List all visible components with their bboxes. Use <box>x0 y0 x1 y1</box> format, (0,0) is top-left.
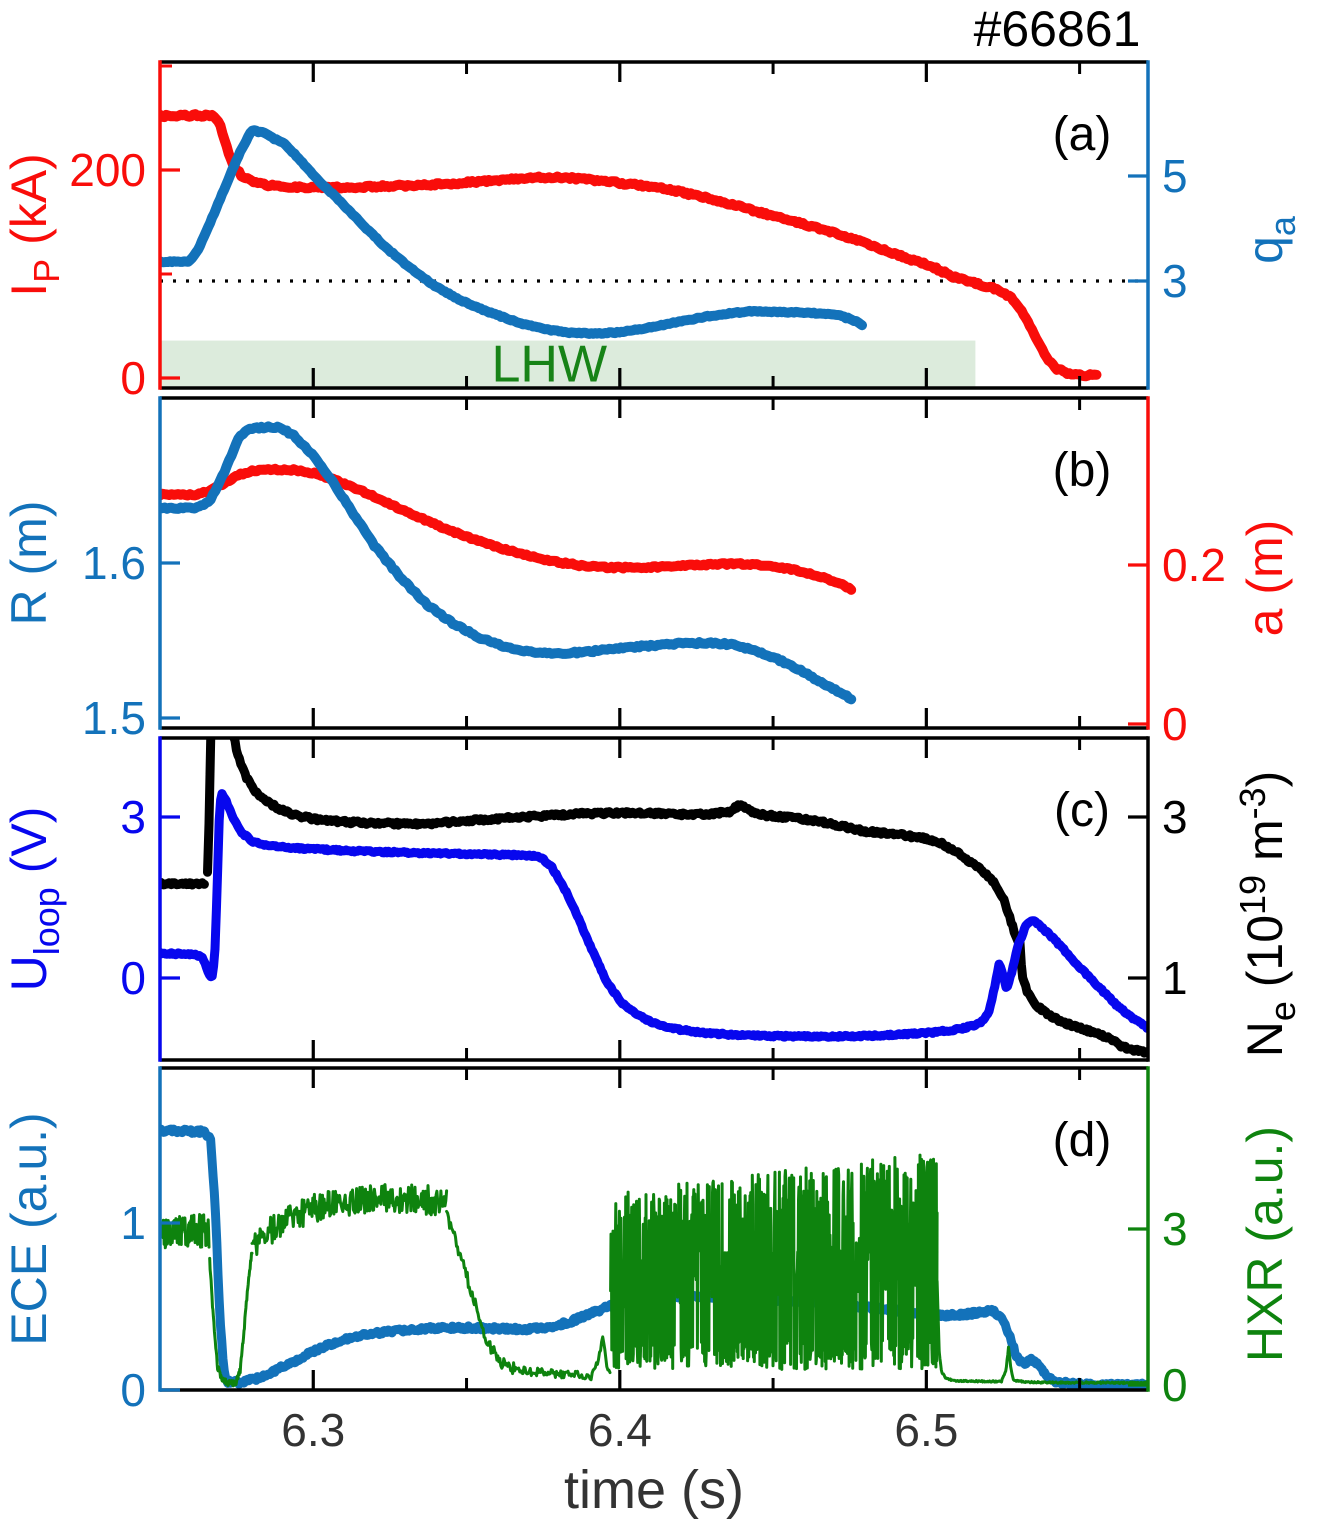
series-Ne-seg1 <box>203 738 1148 1058</box>
panel-tag-a: (a) <box>1053 108 1112 161</box>
series-HXR-seg2 <box>250 1183 449 1256</box>
series-HXR <box>160 1213 211 1250</box>
axis-label-a-left: IP (kA) <box>1 153 67 296</box>
axis-label-d-left: ECE (a.u.) <box>1 1112 57 1345</box>
panel-b: 1.5 1.6 R (m) 0 0.2 a (m) (b) <box>1 396 1293 750</box>
x-tick-label: 6.4 <box>588 1404 652 1456</box>
series-qa <box>160 125 867 339</box>
series-R_major_radius <box>160 421 857 705</box>
y-tick-label-left: 0 <box>120 352 146 404</box>
series-HXR-seg3 <box>445 1209 518 1376</box>
series-HXR-seg5 <box>609 1153 939 1371</box>
panel-c: 0 3 Uloop (V) 1 3 Ne (1019 m-3) (c) <box>1 736 1303 1062</box>
axis-label-d-right: HXR (a.u.) <box>1237 1126 1293 1362</box>
y-tick-label-left: 200 <box>69 144 146 196</box>
panel-tag-c: (c) <box>1054 784 1110 837</box>
panel-tag-d: (d) <box>1053 1114 1112 1167</box>
axis-label-b-right: a (m) <box>1237 520 1293 637</box>
series-HXR-seg1 <box>208 1251 254 1388</box>
axis-label-c-left: Uloop (V) <box>1 807 67 992</box>
y-tick-label-left: 1 <box>120 1197 146 1249</box>
lhw-band <box>160 340 976 387</box>
y-tick-label-left: 0 <box>120 952 146 1004</box>
series-HXR-seg6 <box>935 1279 1148 1386</box>
axis-label-c-right: Ne (1019 m-3) <box>1232 771 1303 1058</box>
x-axis-label: time (s) <box>564 1460 744 1520</box>
series-HXR-seg4 <box>514 1335 612 1382</box>
y-tick-label-right: 1 <box>1162 952 1188 1004</box>
axis-label-b-left: R (m) <box>1 501 57 626</box>
y-tick-label-left: 1.6 <box>82 537 146 589</box>
x-tick-label: 6.5 <box>894 1404 958 1456</box>
panel-tag-b: (b) <box>1053 444 1112 497</box>
x-tick-label: 6.3 <box>281 1404 345 1456</box>
title-text: #66861 <box>974 1 1141 57</box>
series-group-d <box>160 1124 1148 1390</box>
y-tick-label-left: 1.5 <box>82 692 146 744</box>
series-Ip <box>160 109 1102 382</box>
y-tick-label-right: 3 <box>1162 255 1188 307</box>
series-Uloop <box>160 789 1148 1042</box>
y-tick-label-right: 3 <box>1162 791 1188 843</box>
y-tick-label-right: 0 <box>1162 1359 1188 1411</box>
y-tick-label-right: 0.2 <box>1162 539 1226 591</box>
y-tick-label-right: 0 <box>1162 698 1188 750</box>
series-group-a <box>160 109 1102 382</box>
series-a_minor_radius <box>160 463 857 595</box>
y-tick-label-right: 5 <box>1162 150 1188 202</box>
y-tick-label-left: 3 <box>120 791 146 843</box>
series-group-b <box>160 421 857 705</box>
y-tick-label-left: 0 <box>120 1364 146 1416</box>
series-Ne <box>160 878 209 890</box>
axis-label-a-right: qa <box>1237 215 1303 264</box>
series-group-c <box>160 738 1148 1058</box>
y-tick-label-right: 3 <box>1162 1203 1188 1255</box>
panel-d: 0 1 ECE (a.u.) 0 3 HXR (a.u.) (d) <box>1 1066 1293 1416</box>
lhw-label: LHW <box>492 335 608 393</box>
